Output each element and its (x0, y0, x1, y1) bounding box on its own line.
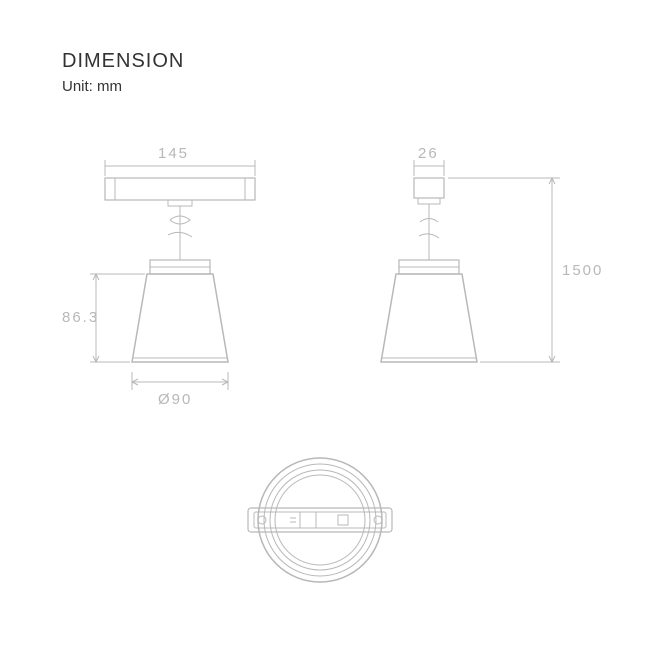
dimension-drawing: 145 86.3 Ø90 26 (0, 0, 660, 660)
dim-track-width: 145 (158, 145, 189, 162)
dim-drop-height: 1500 (562, 262, 603, 279)
dim-canopy-width: 26 (418, 145, 439, 162)
dim-shade-height: 86.3 (62, 309, 99, 326)
dim-diameter: Ø90 (158, 391, 192, 408)
